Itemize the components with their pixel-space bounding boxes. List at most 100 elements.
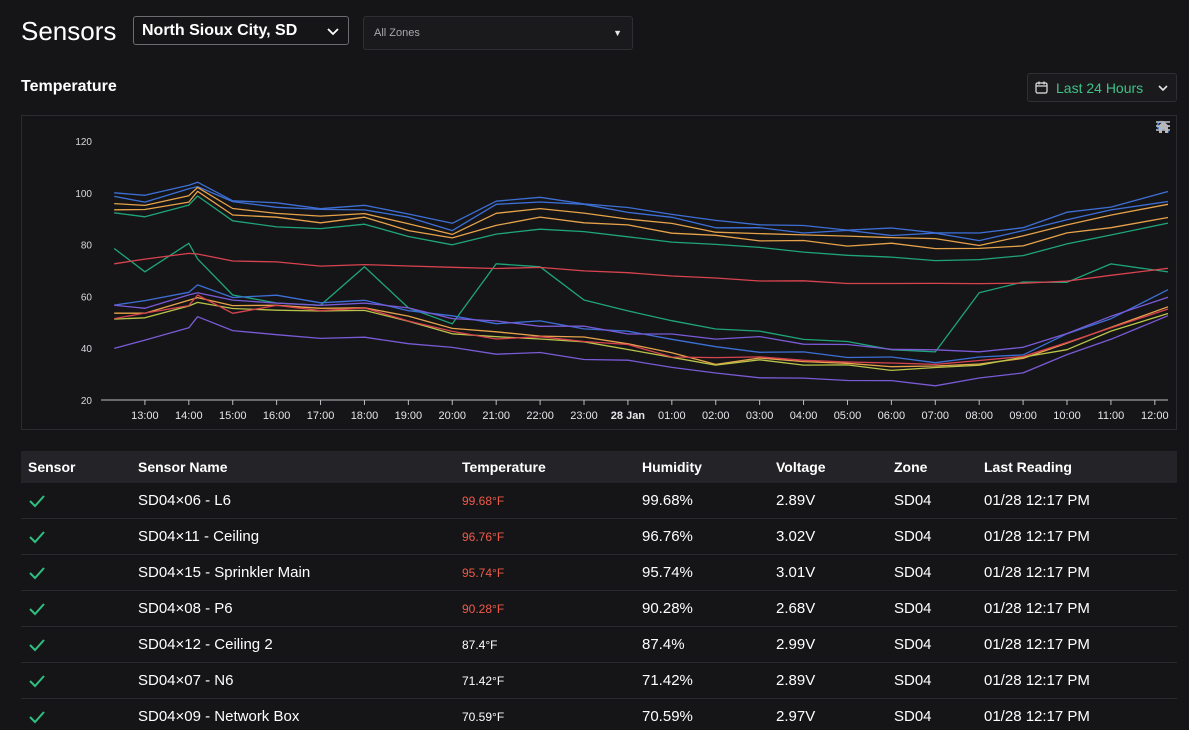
y-tick-label: 80 <box>81 241 93 252</box>
column-header-voltage[interactable]: Voltage <box>776 459 826 475</box>
y-tick-label: 120 <box>75 137 92 148</box>
location-select-value: North Sioux City, SD <box>142 21 298 39</box>
table-row[interactable]: SD04×09 - Network Box 70.59°F 70.59% 2.9… <box>21 699 1177 730</box>
last-reading-value: 01/28 12:17 PM <box>984 564 1090 581</box>
x-tick-label: 16:00 <box>263 410 291 422</box>
status-check-icon <box>21 674 138 688</box>
table-row[interactable]: SD04×06 - L6 99.68°F 99.68% 2.89V SD04 0… <box>21 483 1177 519</box>
series-line <box>114 185 1169 242</box>
humidity-value: 71.42% <box>642 672 693 689</box>
voltage-value: 2.89V <box>776 492 816 509</box>
last-reading-value: 01/28 12:17 PM <box>984 600 1090 617</box>
sensor-name: SD04×15 - Sprinkler Main <box>138 564 311 581</box>
time-range-select[interactable]: Last 24 Hours <box>1027 73 1177 102</box>
series-line <box>114 315 1169 387</box>
last-reading-value: 01/28 12:17 PM <box>984 528 1090 545</box>
series-line <box>114 294 1169 366</box>
x-tick-label: 09:00 <box>1009 410 1037 422</box>
zone-select[interactable]: All Zones ▼ <box>363 16 633 50</box>
humidity-value: 95.74% <box>642 564 693 581</box>
status-check-icon <box>21 566 138 580</box>
x-tick-label: 07:00 <box>922 410 950 422</box>
calendar-icon <box>1035 81 1048 94</box>
column-header-zone[interactable]: Zone <box>894 459 928 475</box>
table-header: Sensor Sensor Name Temperature Humidity … <box>21 451 1177 483</box>
x-tick-label: 23:00 <box>570 410 598 422</box>
zone-value: SD04 <box>894 492 932 509</box>
table-row[interactable]: SD04×12 - Ceiling 2 87.4°F 87.4% 2.99V S… <box>21 627 1177 663</box>
last-reading-value: 01/28 12:17 PM <box>984 636 1090 653</box>
zone-value: SD04 <box>894 708 932 725</box>
voltage-value: 2.99V <box>776 636 816 653</box>
temperature-value: 96.76°F <box>462 529 505 544</box>
x-tick-label: 22:00 <box>526 410 554 422</box>
series-line <box>114 301 1169 372</box>
series-line <box>114 195 1169 262</box>
series-line <box>114 181 1169 234</box>
y-tick-label: 60 <box>81 292 93 303</box>
location-select[interactable]: North Sioux City, SD <box>133 16 349 45</box>
humidity-value: 70.59% <box>642 708 693 725</box>
x-tick-label: 21:00 <box>482 410 510 422</box>
page-title: Sensors <box>21 16 117 46</box>
sensor-name: SD04×06 - L6 <box>138 492 231 509</box>
x-tick-label: 28 Jan <box>611 410 646 422</box>
status-check-icon <box>21 494 138 508</box>
series-line <box>114 292 1169 353</box>
sensor-name: SD04×08 - P6 <box>138 600 233 617</box>
temperature-value: 95.74°F <box>462 565 505 580</box>
x-tick-label: 13:00 <box>131 410 159 422</box>
column-header-humidity[interactable]: Humidity <box>642 459 702 475</box>
series-line <box>114 190 1169 250</box>
status-check-icon <box>21 530 138 544</box>
series-line <box>114 186 1169 247</box>
zone-value: SD04 <box>894 528 932 545</box>
humidity-value: 99.68% <box>642 492 693 509</box>
humidity-value: 90.28% <box>642 600 693 617</box>
series-line <box>114 252 1169 285</box>
y-tick-label: 20 <box>81 396 93 407</box>
table-row[interactable]: SD04×08 - P6 90.28°F 90.28% 2.68V SD04 0… <box>21 591 1177 627</box>
x-tick-label: 04:00 <box>790 410 818 422</box>
caret-down-icon: ▼ <box>613 28 622 38</box>
x-tick-label: 15:00 <box>219 410 247 422</box>
x-tick-label: 17:00 <box>307 410 335 422</box>
temperature-value: 87.4°F <box>462 637 498 652</box>
last-reading-value: 01/28 12:17 PM <box>984 708 1090 725</box>
voltage-value: 3.02V <box>776 528 816 545</box>
x-tick-label: 08:00 <box>965 410 993 422</box>
voltage-value: 3.01V <box>776 564 816 581</box>
temperature-value: 71.42°F <box>462 673 505 688</box>
column-header-sensor-name[interactable]: Sensor Name <box>138 459 228 475</box>
zone-value: SD04 <box>894 600 932 617</box>
zone-value: SD04 <box>894 564 932 581</box>
temperature-value: 99.68°F <box>462 493 505 508</box>
status-check-icon <box>21 710 138 724</box>
zone-value: SD04 <box>894 636 932 653</box>
x-tick-label: 20:00 <box>439 410 467 422</box>
x-tick-label: 14:00 <box>175 410 203 422</box>
x-tick-label: 19:00 <box>395 410 423 422</box>
table-row[interactable]: SD04×07 - N6 71.42°F 71.42% 2.89V SD04 0… <box>21 663 1177 699</box>
humidity-value: 87.4% <box>642 636 685 653</box>
x-tick-label: 01:00 <box>658 410 686 422</box>
sensor-name: SD04×11 - Ceiling <box>138 528 260 545</box>
chevron-down-icon <box>326 24 340 38</box>
series-line <box>113 242 1169 353</box>
temperature-value: 90.28°F <box>462 601 505 616</box>
x-tick-label: 02:00 <box>702 410 730 422</box>
x-tick-label: 12:00 <box>1141 410 1169 422</box>
column-header-sensor[interactable]: Sensor <box>28 459 76 475</box>
zone-value: SD04 <box>894 672 932 689</box>
x-tick-label: 11:00 <box>1098 410 1125 422</box>
column-header-last-reading[interactable]: Last Reading <box>984 459 1072 475</box>
column-header-temperature[interactable]: Temperature <box>462 459 546 475</box>
y-tick-label: 40 <box>81 344 93 355</box>
section-title: Temperature <box>21 78 117 95</box>
y-tick-label: 100 <box>75 189 92 200</box>
voltage-value: 2.68V <box>776 600 816 617</box>
table-row[interactable]: SD04×15 - Sprinkler Main 95.74°F 95.74% … <box>21 555 1177 591</box>
x-tick-label: 05:00 <box>834 410 862 422</box>
series-line <box>114 284 1169 364</box>
table-row[interactable]: SD04×11 - Ceiling 96.76°F 96.76% 3.02V S… <box>21 519 1177 555</box>
